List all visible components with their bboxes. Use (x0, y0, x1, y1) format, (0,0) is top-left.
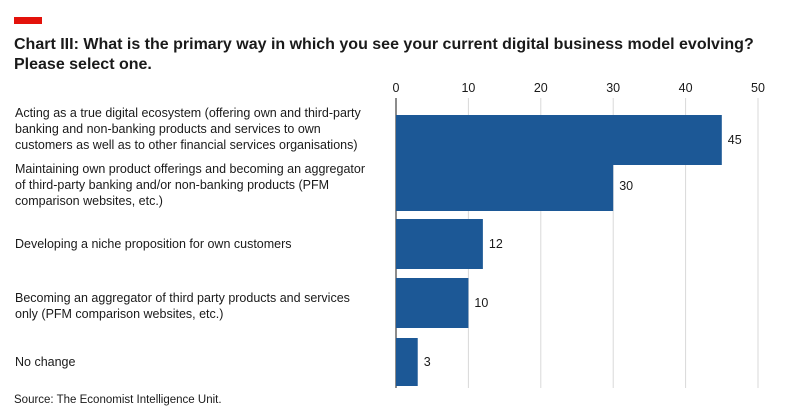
category-label-line: customers as well as to other financial … (15, 138, 358, 152)
x-tick-label: 0 (393, 81, 400, 95)
category-label: Developing a niche proposition for own c… (15, 237, 292, 251)
category-label-line: Becoming an aggregator of third party pr… (15, 291, 350, 305)
bar (396, 219, 483, 269)
category-label-line: Developing a niche proposition for own c… (15, 237, 292, 251)
category-label-line: banking and non-banking products and ser… (15, 122, 321, 136)
x-tick-label: 10 (461, 81, 475, 95)
bar (396, 278, 469, 328)
category-label-line: of third-party banking and/or non-bankin… (15, 178, 329, 192)
bar (396, 161, 614, 211)
category-label-line: Acting as a true digital ecosystem (offe… (15, 106, 362, 120)
category-label-line: only (PFM comparison websites, etc.) (15, 307, 223, 321)
x-tick-label: 50 (751, 81, 765, 95)
bar-value-label: 3 (424, 355, 431, 369)
category-label: No change (15, 355, 76, 369)
category-label: Maintaining own product offerings and be… (15, 162, 365, 208)
source-note: Source: The Economist Intelligence Unit. (14, 394, 222, 406)
x-tick-label: 40 (679, 81, 693, 95)
bar-value-label: 12 (489, 237, 503, 251)
category-label-line: No change (15, 355, 76, 369)
brand-accent-bar (14, 17, 42, 24)
bar-value-label: 45 (728, 133, 742, 147)
category-label-line: Maintaining own product offerings and be… (15, 162, 365, 176)
category-label: Acting as a true digital ecosystem (offe… (15, 106, 362, 152)
bar (396, 115, 722, 165)
x-tick-label: 20 (534, 81, 548, 95)
bar (396, 338, 418, 386)
bar-value-label: 30 (619, 179, 633, 193)
x-tick-label: 30 (606, 81, 620, 95)
category-label-line: comparison websites, etc.) (15, 194, 163, 208)
chart-title: Chart III: What is the primary way in wh… (14, 36, 754, 73)
category-label: Becoming an aggregator of third party pr… (15, 291, 350, 321)
bar-value-label: 10 (474, 296, 488, 310)
